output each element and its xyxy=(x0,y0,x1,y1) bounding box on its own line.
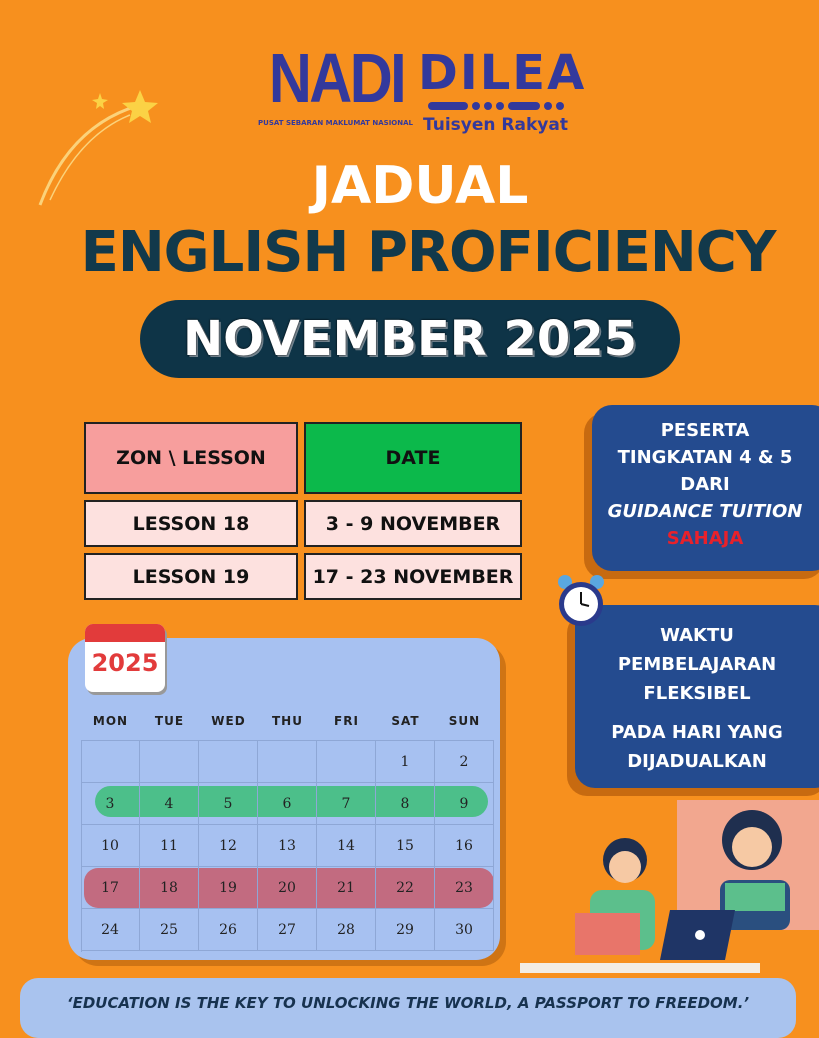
calendar-day: 26 xyxy=(199,909,258,951)
calendar-day: 17 xyxy=(81,867,140,909)
calendar-day xyxy=(199,741,258,783)
highlight-week-lesson-19 xyxy=(84,868,494,908)
students-illustration xyxy=(520,800,819,973)
calendar-day: 5 xyxy=(199,783,258,825)
nadi-logo-subtitle: PUSAT SEBARAN MAKLUMAT NASIONAL xyxy=(258,119,413,127)
dilea-logo-text: DILEA xyxy=(418,45,587,101)
info-text: FLEKSIBEL xyxy=(643,683,751,704)
calendar-day: 21 xyxy=(317,867,376,909)
title-english-proficiency: ENGLISH PROFICIENCY xyxy=(80,220,777,285)
calendar-icon: 2025 xyxy=(85,624,165,692)
quote-banner: ‘EDUCATION IS THE KEY TO UNLOCKING THE W… xyxy=(20,978,796,1038)
calendar-day: 28 xyxy=(317,909,376,951)
calendar-day: 25 xyxy=(140,909,199,951)
calendar-day: 18 xyxy=(140,867,199,909)
day-of-week-thu: THU xyxy=(272,714,303,728)
calendar-day: 19 xyxy=(199,867,258,909)
day-of-week-wed: WED xyxy=(211,714,246,728)
table-cell-date: 17 - 23 NOVEMBER xyxy=(304,553,522,600)
calendar-day: 20 xyxy=(258,867,317,909)
calendar-day: 12 xyxy=(199,825,258,867)
info-text: TINGKATAN 4 & 5 xyxy=(617,447,793,468)
title-jadual: JADUAL xyxy=(311,156,529,216)
calendar-day: 23 xyxy=(435,867,494,909)
dilea-logo-subtitle: Tuisyen Rakyat xyxy=(423,115,568,135)
info-text: PESERTA xyxy=(660,420,750,441)
nadi-logo: NADI PUSAT SEBARAN MAKLUMAT NASIONAL xyxy=(258,38,413,128)
calendar-day: 8 xyxy=(376,783,435,825)
calendar-day: 4 xyxy=(140,783,199,825)
calendar-grid: 1 2 3 4 5 6 7 8 9 10 11 12 13 14 15 16 17 18 19 20 21 22 23 24 2… xyxy=(81,740,494,952)
info-highlight: SAHAJA xyxy=(666,528,744,549)
calendar-day: 30 xyxy=(435,909,494,951)
day-of-week-sun: SUN xyxy=(448,714,481,728)
calendar-day: 11 xyxy=(140,825,199,867)
calendar-day: 10 xyxy=(81,825,140,867)
calendar-day xyxy=(140,741,199,783)
day-of-week-mon: MON xyxy=(92,714,129,728)
day-of-week-fri: FRI xyxy=(334,714,359,728)
calendar-day xyxy=(81,741,140,783)
calendar-day xyxy=(258,741,317,783)
calendar-day: 1 xyxy=(376,741,435,783)
calendar-day: 13 xyxy=(258,825,317,867)
shooting-star-icon xyxy=(38,90,158,206)
dilea-logo: DILEA Tuisyen Rakyat xyxy=(418,44,587,136)
calendar-day: 14 xyxy=(317,825,376,867)
info-text: DARI xyxy=(680,474,730,495)
day-of-week-sat: SAT xyxy=(391,714,420,728)
calendar-day: 15 xyxy=(376,825,435,867)
alarm-clock-icon xyxy=(558,575,604,626)
day-of-week-tue: TUE xyxy=(154,714,185,728)
calendar-day: 6 xyxy=(258,783,317,825)
info-text: GUIDANCE TUITION xyxy=(607,501,803,522)
info-text: PADA HARI YANG xyxy=(611,722,783,743)
table-cell-lesson: LESSON 19 xyxy=(84,553,298,600)
calendar-day: 22 xyxy=(376,867,435,909)
month-banner: NOVEMBER 2025 xyxy=(140,300,680,378)
table-cell-lesson: LESSON 18 xyxy=(84,500,298,547)
table-header-zon-lesson: ZON \ LESSON xyxy=(84,422,298,494)
info-text: DIJADUALKAN xyxy=(627,751,767,772)
calendar-day xyxy=(317,741,376,783)
calendar-day: 2 xyxy=(435,741,494,783)
info-text: WAKTU xyxy=(660,625,734,646)
time-info-box: WAKTU PEMBELAJARAN FLEKSIBEL PADA HARI Y… xyxy=(575,605,819,788)
calendar-day: 3 xyxy=(81,783,140,825)
nadi-logo-text: NADI xyxy=(268,39,407,117)
calendar-day: 27 xyxy=(258,909,317,951)
info-text: PEMBELAJARAN xyxy=(617,654,777,675)
calendar-day: 7 xyxy=(317,783,376,825)
participants-info-box: PESERTA TINGKATAN 4 & 5 DARI GUIDANCE TU… xyxy=(592,405,819,571)
table-header-date: DATE xyxy=(304,422,522,494)
calendar-day: 16 xyxy=(435,825,494,867)
highlight-week-lesson-18 xyxy=(95,786,488,817)
calendar-year: 2025 xyxy=(91,649,159,677)
table-cell-date: 3 - 9 NOVEMBER xyxy=(304,500,522,547)
calendar-day: 24 xyxy=(81,909,140,951)
calendar-day: 9 xyxy=(435,783,494,825)
calendar-day: 29 xyxy=(376,909,435,951)
